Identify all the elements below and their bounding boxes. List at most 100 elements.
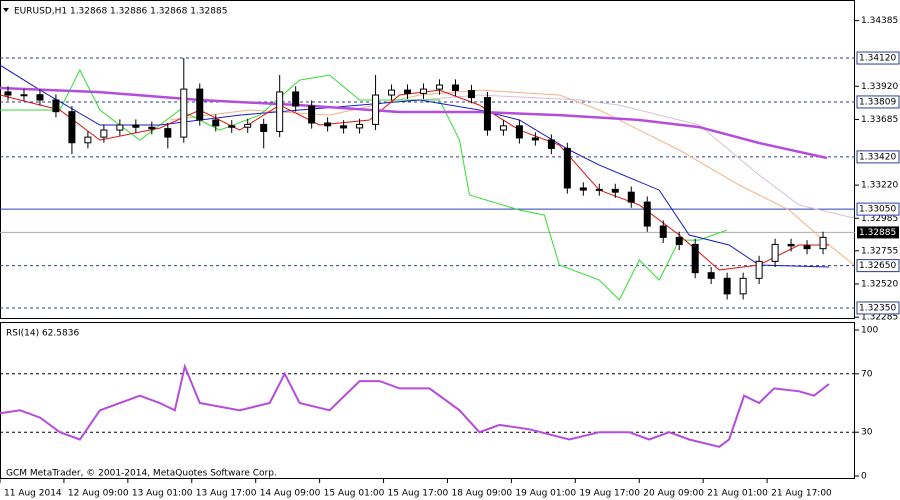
candle-body	[643, 201, 651, 227]
x-tick-label: 21 Aug 17:00	[771, 489, 832, 499]
level-label-box	[856, 51, 900, 65]
y-tick-label: 1.33920	[861, 82, 898, 92]
h-line-label: 1.33050	[859, 205, 896, 215]
candle-body	[20, 94, 28, 97]
candle-body	[723, 277, 731, 295]
candle-body	[483, 97, 491, 131]
x-tick-label: 19 Aug 01:00	[515, 489, 576, 499]
x-tick-label: 15 Aug 01:00	[324, 489, 385, 499]
candle-body	[324, 122, 332, 127]
rsi-panel	[0, 322, 855, 479]
indicator-line	[0, 86, 828, 160]
candle-body	[547, 139, 555, 149]
candle-body	[563, 147, 571, 189]
level-label: 1.33809	[859, 97, 896, 107]
level-label: 1.34120	[859, 54, 896, 64]
candle-body	[787, 243, 795, 247]
menu-arrow	[3, 8, 9, 12]
y-tick-label: 0	[861, 472, 867, 482]
candle-body	[148, 126, 156, 130]
y-tick-label: 1.32520	[861, 279, 898, 289]
candle-body	[755, 260, 763, 279]
y-tick-label: 70	[861, 369, 873, 379]
candle-body	[180, 88, 188, 138]
candle-body	[771, 243, 779, 262]
candle-body	[819, 236, 827, 250]
rsi-title: RSI(14) 62.5836	[6, 329, 79, 339]
candle-body	[707, 272, 715, 279]
candle-body	[260, 123, 268, 132]
candle-body	[531, 137, 539, 141]
x-tick-label: 11 Aug 2014	[4, 489, 62, 499]
candle-body	[627, 191, 635, 203]
candle-body	[100, 129, 108, 138]
candle-body	[4, 91, 12, 96]
candle-body	[435, 84, 443, 90]
y-tick-label: 100	[861, 326, 878, 336]
candle-body	[340, 125, 348, 129]
candle-body	[196, 88, 204, 121]
x-tick-label: 13 Aug 17:00	[196, 489, 257, 499]
candle-body	[372, 94, 380, 125]
candle-body	[420, 88, 428, 94]
candle-body	[659, 225, 667, 238]
indicator-line	[0, 68, 728, 301]
level-label: 1.32650	[859, 261, 896, 271]
price-panel	[0, 0, 855, 319]
last-price-box	[857, 226, 899, 239]
candle-body	[228, 125, 236, 128]
y-tick-label: 1.33220	[861, 181, 898, 191]
level-label-box	[856, 301, 900, 315]
level-label: 1.32350	[859, 303, 896, 313]
candle-body	[308, 105, 316, 124]
x-tick-label: 18 Aug 09:00	[451, 489, 512, 499]
candle-body	[579, 187, 587, 191]
candle-body	[404, 89, 412, 94]
candle-body	[595, 188, 603, 191]
footer: GCM MetaTrader, © 2001-2014, MetaQuotes …	[6, 469, 277, 479]
candle-body	[52, 99, 60, 113]
candle-body	[675, 236, 683, 245]
candle-body	[164, 128, 172, 138]
level-label-box	[856, 95, 900, 109]
indicator-line	[419, 94, 855, 219]
y-tick-label: 1.32285	[861, 313, 898, 323]
candle-body	[467, 90, 475, 99]
candle-body	[388, 89, 396, 96]
x-tick-label: 14 Aug 09:00	[260, 489, 321, 499]
h-line-label-box	[856, 202, 900, 216]
candle-body	[276, 91, 284, 132]
y-tick-label: 1.32985	[861, 214, 898, 224]
candle-body	[292, 91, 300, 107]
y-tick-label: 1.32755	[861, 246, 898, 256]
candle-body	[356, 123, 364, 129]
candle-body	[84, 136, 92, 144]
indicator-line	[0, 363, 830, 448]
candle-body	[244, 123, 252, 128]
y-tick-label: 1.33685	[861, 115, 898, 125]
chart-title: EURUSD,H1 1.32868 1.32886 1.32868 1.3288…	[14, 7, 227, 17]
x-tick-label: 15 Aug 17:00	[388, 489, 449, 499]
y-tick-label: 1.34385	[861, 16, 898, 26]
candle-body	[611, 188, 619, 193]
candle-body	[116, 124, 124, 131]
last-price-label: 1.32885	[859, 228, 896, 238]
candle-body	[36, 94, 44, 101]
candle-body	[212, 119, 220, 127]
candle-body	[451, 84, 459, 92]
candle-body	[515, 125, 523, 139]
indicator-line	[0, 64, 830, 268]
x-tick-label: 21 Aug 01:00	[707, 489, 768, 499]
x-tick-label: 20 Aug 09:00	[643, 489, 704, 499]
level-label-box	[856, 259, 900, 273]
candle-body	[132, 124, 140, 128]
candle-body	[803, 245, 811, 250]
x-tick-label: 19 Aug 17:00	[579, 489, 640, 499]
candle-body	[739, 277, 747, 295]
x-tick-label: 13 Aug 01:00	[132, 489, 193, 499]
indicator-line	[169, 89, 855, 266]
candle-body	[499, 125, 507, 131]
level-label-box	[856, 150, 900, 164]
level-label: 1.33420	[859, 152, 896, 162]
